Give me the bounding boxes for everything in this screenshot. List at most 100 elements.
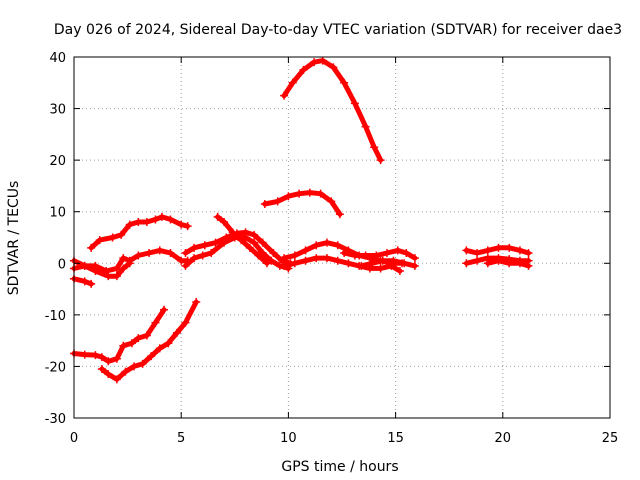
data-point <box>483 246 492 255</box>
data-point <box>95 236 104 245</box>
data-point <box>119 254 128 263</box>
data-point <box>290 259 299 268</box>
data-point <box>166 248 175 257</box>
y-tick-label: 0 <box>58 257 66 272</box>
data-point <box>91 351 100 360</box>
data-point <box>104 357 113 366</box>
data-point <box>301 256 310 265</box>
x-tick-label: 5 <box>177 431 185 446</box>
data-point <box>87 279 96 288</box>
data-point <box>340 78 349 87</box>
data-point <box>155 344 164 353</box>
data-point <box>393 246 402 255</box>
data-point <box>181 248 190 257</box>
series-arc-1 <box>281 58 384 163</box>
grid <box>74 57 610 418</box>
y-tick-label: 20 <box>49 154 66 169</box>
x-tick-label: 10 <box>280 431 297 446</box>
data-point <box>151 215 160 224</box>
data-point <box>462 246 471 255</box>
data-point <box>245 243 254 252</box>
data-point <box>112 272 121 281</box>
data-point <box>258 238 267 247</box>
data-point <box>395 267 404 276</box>
data-point <box>87 243 96 252</box>
data-point <box>361 251 370 260</box>
data-point <box>207 248 216 257</box>
y-tick-label: -30 <box>45 412 66 427</box>
data-point <box>157 212 166 221</box>
data-point <box>134 218 143 227</box>
data-point <box>160 305 169 314</box>
data-point <box>220 218 229 227</box>
data-point <box>305 188 314 197</box>
data-point <box>222 233 231 242</box>
data-point <box>155 246 164 255</box>
data-point <box>361 122 370 131</box>
data-point <box>383 248 392 257</box>
data-point <box>104 370 113 379</box>
data-point <box>284 192 293 201</box>
data-point <box>112 354 121 363</box>
data-point <box>515 246 524 255</box>
data-point <box>376 156 385 165</box>
data-point <box>483 259 492 268</box>
data-point <box>147 352 156 361</box>
y-tick-label: 30 <box>49 103 66 118</box>
x-tick-label: 25 <box>602 431 619 446</box>
data-point <box>151 318 160 327</box>
x-tick-label: 20 <box>495 431 512 446</box>
data-point <box>97 365 106 374</box>
data-point <box>350 99 359 108</box>
y-tick-label: -10 <box>45 309 66 324</box>
y-tick-label: 40 <box>49 51 66 66</box>
data-point <box>370 143 379 152</box>
data-point <box>97 353 106 362</box>
data-point <box>142 331 151 340</box>
data-point <box>213 212 222 221</box>
chart-title: Day 026 of 2024, Sidereal Day-to-day VTE… <box>54 22 622 38</box>
x-axis-title: GPS time / hours <box>281 459 398 475</box>
data-point <box>329 63 338 72</box>
data-point <box>372 251 381 260</box>
data-point <box>211 238 220 247</box>
data-point <box>200 241 209 250</box>
data-point <box>142 218 151 227</box>
y-tick-label: -20 <box>45 360 66 375</box>
data-point <box>80 277 89 286</box>
data-point <box>125 259 134 268</box>
data-point <box>181 261 190 270</box>
data-point <box>402 248 411 257</box>
data-point <box>108 233 117 242</box>
data-point <box>181 318 190 327</box>
data-point <box>505 243 514 252</box>
data-point <box>335 210 344 219</box>
data-point <box>260 199 269 208</box>
data-point <box>295 189 304 198</box>
data-point <box>127 339 136 348</box>
data-point <box>333 256 342 265</box>
data-point <box>462 259 471 268</box>
plot-series <box>70 56 533 384</box>
data-point <box>280 254 289 263</box>
data-point <box>410 254 419 263</box>
data-point <box>177 220 186 229</box>
data-point <box>145 248 154 257</box>
data-point <box>288 78 297 87</box>
data-point <box>138 359 147 368</box>
data-point <box>91 267 100 276</box>
data-point <box>119 264 128 273</box>
data-point <box>515 259 524 268</box>
data-point <box>164 339 173 348</box>
data-point <box>318 56 327 65</box>
series-arc-8 <box>99 299 199 382</box>
data-point <box>258 248 267 257</box>
data-point <box>322 238 331 247</box>
data-point <box>376 264 385 273</box>
data-point <box>228 228 237 237</box>
data-point <box>190 243 199 252</box>
data-point <box>310 58 319 67</box>
axis-ticks: 0 5 10 15 20 25 -30 -20 -10 0 10 20 30 40 <box>45 51 619 446</box>
data-point <box>340 248 349 257</box>
data-point <box>80 350 89 359</box>
